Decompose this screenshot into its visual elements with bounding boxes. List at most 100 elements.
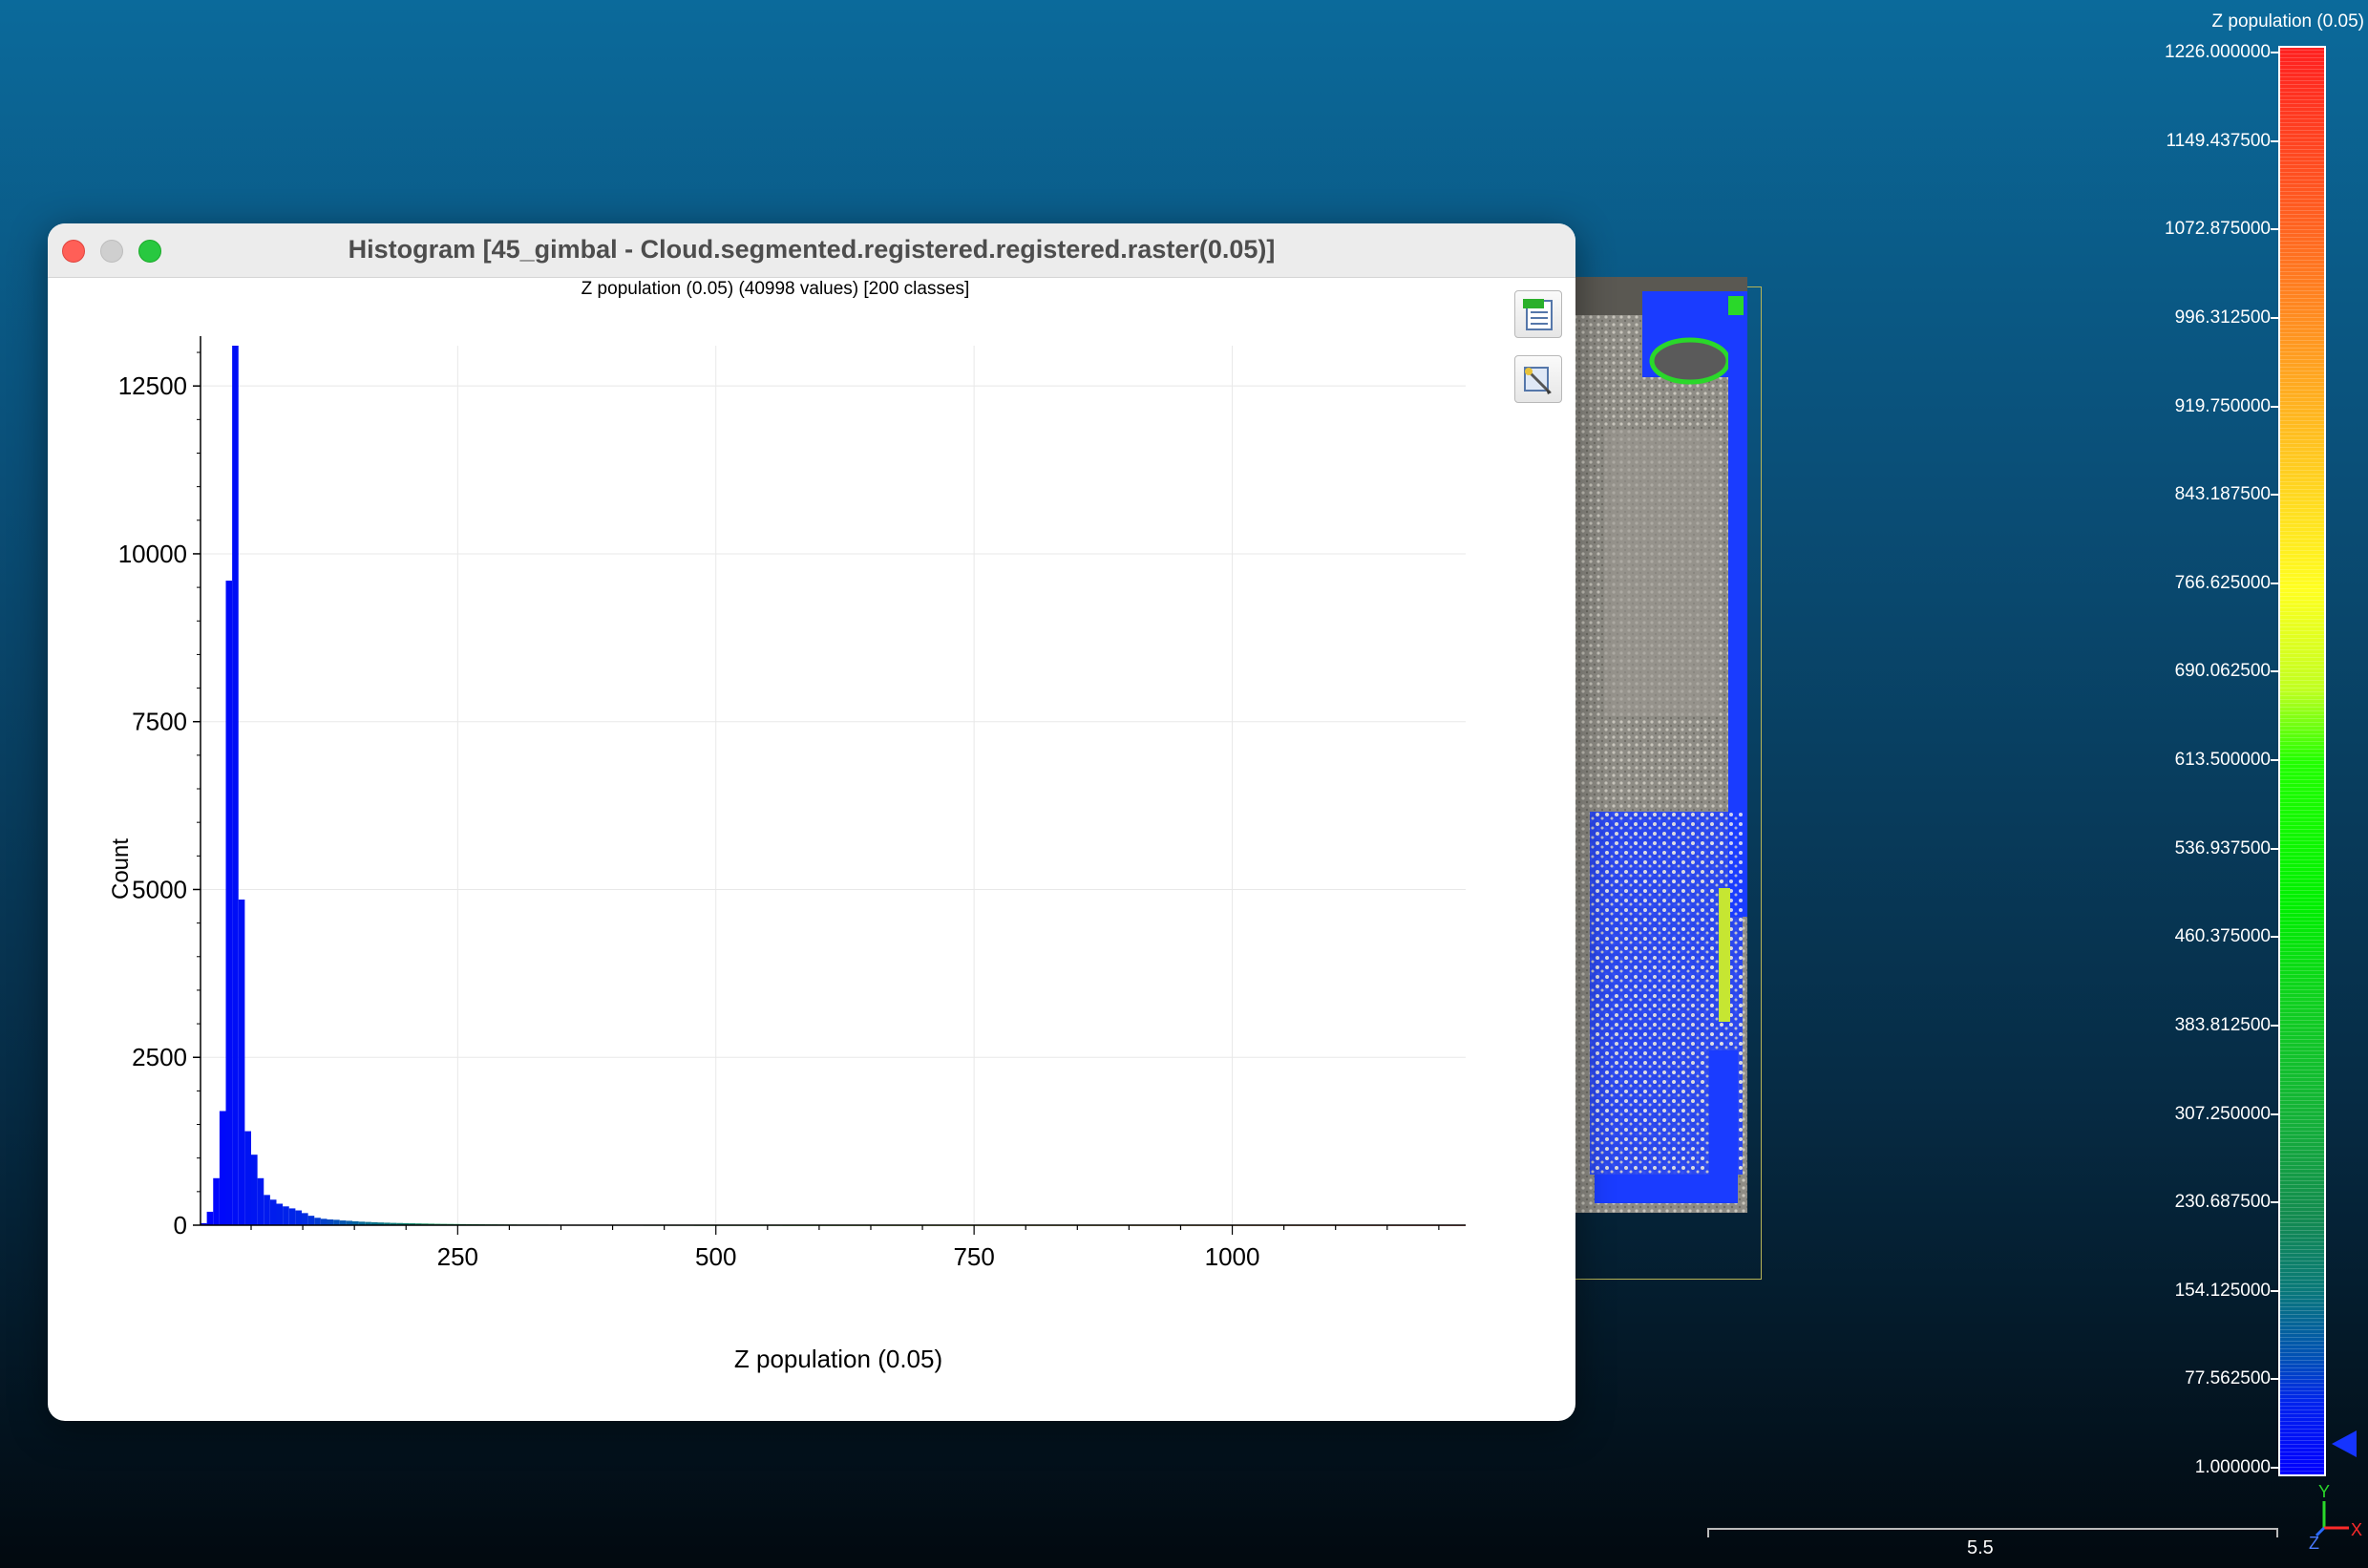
histogram-bar — [358, 1221, 366, 1225]
color-scale-tick — [2271, 228, 2280, 231]
color-scale-tick — [2271, 847, 2280, 850]
histogram-bar — [415, 1223, 422, 1225]
color-scale-tick-label: 843.187500 — [2174, 484, 2271, 505]
histogram-bar — [264, 1195, 270, 1225]
histogram-bar — [320, 1218, 328, 1225]
y-tick-label: 5000 — [132, 875, 187, 903]
histogram-bar — [269, 1199, 277, 1225]
axis-triad-icon: Y Z X — [2309, 1482, 2362, 1553]
histogram-bar — [276, 1203, 284, 1225]
histogram-window[interactable]: Histogram [45_gimbal - Cloud.segmented.r… — [48, 223, 1575, 1421]
color-scale-tick — [2271, 316, 2280, 319]
color-scale-tick — [2271, 139, 2280, 142]
histogram-bar — [352, 1220, 359, 1225]
histogram-bar — [390, 1222, 397, 1225]
export-csv-button[interactable] — [1514, 290, 1562, 338]
histogram-bar — [257, 1177, 264, 1225]
y-tick-label: 2500 — [132, 1043, 187, 1071]
color-scale-title: Z population (0.05) — [2211, 11, 2365, 32]
color-scale-tick — [2271, 1112, 2280, 1115]
y-axis-label: Count — [108, 838, 134, 900]
histogram-bar — [283, 1206, 289, 1225]
histogram-bar — [314, 1218, 321, 1225]
export-image-button[interactable] — [1514, 355, 1562, 403]
color-scale-pointer-icon[interactable] — [2332, 1430, 2357, 1457]
color-scale-tick-label: 1149.437500 — [2166, 130, 2271, 151]
histogram-bar — [377, 1222, 385, 1225]
color-scale-tick — [2271, 582, 2280, 584]
histogram-bar — [238, 900, 245, 1225]
color-scale-tick-label: 1072.875000 — [2165, 219, 2271, 240]
histogram-bar — [327, 1219, 334, 1225]
histogram-bar — [244, 1131, 251, 1225]
x-tick-label: 500 — [695, 1242, 736, 1271]
chart-grid — [201, 346, 1466, 1225]
histogram-bar — [365, 1221, 371, 1225]
color-scale-tick-label: 460.375000 — [2174, 926, 2271, 947]
color-scale-tick — [2271, 1378, 2280, 1381]
color-scale-tick — [2271, 494, 2280, 497]
csv-icon — [1523, 299, 1553, 330]
y-tick-label: 12500 — [118, 371, 187, 400]
histogram-bar — [346, 1220, 352, 1225]
color-scale-tick-label: 536.937500 — [2174, 837, 2271, 858]
color-scale-tick-label: 1.000000 — [2194, 1457, 2271, 1477]
point-cloud[interactable] — [1566, 239, 1776, 1251]
y-tick-label: 7500 — [132, 708, 187, 736]
x-tick-label: 1000 — [1205, 1242, 1260, 1271]
color-scale-tick — [2271, 1289, 2280, 1292]
chart-title: Z population (0.05) (40998 values) [200 … — [581, 279, 970, 299]
axis-x-label: X — [2351, 1520, 2362, 1539]
histogram-bar — [396, 1222, 403, 1225]
histogram-bar — [307, 1216, 315, 1225]
axis-z-label: Z — [2309, 1534, 2319, 1553]
color-scale-tick-label: 307.250000 — [2174, 1103, 2271, 1124]
histogram-bar — [339, 1220, 347, 1225]
histogram-bar — [251, 1155, 258, 1225]
color-scale-tick — [2271, 1467, 2280, 1469]
histogram-bar — [295, 1210, 302, 1225]
color-scale-tick-label: 996.312500 — [2174, 307, 2271, 328]
color-scale-tick — [2271, 759, 2280, 761]
color-scale-tick-label: 230.687500 — [2174, 1192, 2271, 1213]
maximize-button[interactable] — [138, 240, 161, 263]
histogram-chart[interactable]: Z population (0.05) (40998 values) [200 … — [48, 277, 1499, 1421]
histogram-bar — [403, 1222, 410, 1225]
histogram-bar — [421, 1223, 429, 1225]
histogram-bar — [225, 581, 233, 1225]
image-export-icon — [1524, 367, 1552, 394]
window-titlebar[interactable]: Histogram [45_gimbal - Cloud.segmented.r… — [48, 223, 1575, 278]
histogram-bar — [232, 346, 239, 1225]
x-axis-label: Z population (0.05) — [734, 1345, 942, 1373]
histogram-bar — [302, 1213, 308, 1225]
axis-y-label: Y — [2318, 1482, 2330, 1501]
histogram-bar — [384, 1222, 391, 1225]
y-tick-label: 10000 — [118, 540, 187, 568]
histogram-bar — [409, 1223, 416, 1225]
close-button[interactable] — [62, 240, 85, 263]
histogram-bar — [201, 1222, 207, 1225]
window-title: Histogram [45_gimbal - Cloud.segmented.r… — [348, 235, 1276, 264]
x-tick-label: 250 — [437, 1242, 478, 1271]
color-scale-tick-label: 1226.000000 — [2165, 42, 2271, 62]
histogram-bar — [333, 1219, 340, 1225]
color-scale-tick — [2271, 52, 2280, 53]
histogram-bar — [219, 1111, 226, 1225]
color-scale-tick — [2271, 405, 2280, 408]
color-scale-tick-label: 77.562500 — [2185, 1368, 2271, 1389]
color-scale-tick — [2271, 1024, 2280, 1027]
color-scale-tick-label: 919.750000 — [2174, 395, 2271, 416]
x-axis: 250 500 750 1000 — [201, 1224, 1466, 1271]
histogram-bar — [213, 1177, 220, 1225]
color-scale-tick-label: 154.125000 — [2174, 1280, 2271, 1301]
color-scale-bar — [2278, 46, 2326, 1476]
x-tick-label: 750 — [953, 1242, 994, 1271]
scale-ruler-label: 5.5 — [1967, 1537, 1994, 1558]
color-scale-tick — [2271, 670, 2280, 673]
histogram-bar — [288, 1208, 296, 1225]
color-scale-tick-label: 690.062500 — [2174, 661, 2271, 682]
minimize-button[interactable] — [100, 240, 123, 263]
histogram-bar — [370, 1221, 378, 1225]
color-scale-tick — [2271, 1201, 2280, 1204]
color-scale-tick-label: 766.625000 — [2174, 572, 2271, 593]
